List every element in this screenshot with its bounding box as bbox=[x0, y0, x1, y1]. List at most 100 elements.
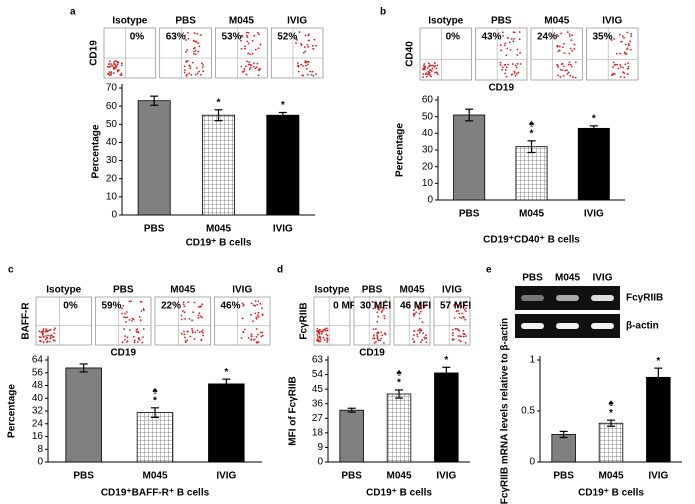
flow-dot bbox=[258, 69, 261, 72]
flow-dot bbox=[413, 330, 416, 332]
flow-dot bbox=[378, 308, 381, 311]
flow-dot bbox=[430, 75, 433, 78]
flow-dot bbox=[255, 318, 258, 320]
flow-dot bbox=[620, 40, 623, 43]
flow-dot bbox=[437, 73, 439, 76]
flow-dot bbox=[126, 316, 129, 319]
flow-dot bbox=[428, 73, 430, 76]
flow-dot bbox=[253, 338, 256, 341]
flow-dot bbox=[305, 64, 307, 67]
flow-dot bbox=[563, 42, 565, 45]
y-tick-label: 60 bbox=[106, 101, 118, 112]
flow-dot bbox=[625, 52, 628, 55]
flow-dot bbox=[422, 304, 425, 307]
flow-dot bbox=[516, 62, 519, 65]
y-axis-label: Percentage bbox=[395, 123, 406, 177]
flow-dot bbox=[463, 308, 466, 311]
flow-dot bbox=[301, 65, 304, 67]
flow-dot bbox=[518, 38, 521, 41]
y-tick-label: 50 bbox=[106, 119, 118, 130]
flow-dot bbox=[320, 330, 322, 333]
y-tick-label: 63 bbox=[312, 355, 324, 366]
x-tick-label: PBS bbox=[144, 224, 165, 235]
significance-marker: * bbox=[530, 128, 534, 139]
flow-dot bbox=[260, 307, 263, 310]
flow-dot bbox=[259, 331, 262, 334]
flow-dot bbox=[108, 60, 111, 63]
flow-dot bbox=[199, 34, 202, 36]
flow-dot bbox=[375, 304, 378, 307]
significance-marker: * bbox=[444, 355, 448, 366]
y-tick-label: 40 bbox=[32, 393, 44, 404]
flow-dot bbox=[295, 38, 298, 40]
flow-dot bbox=[506, 47, 509, 50]
flow-dot bbox=[184, 39, 187, 41]
flow-dot bbox=[182, 301, 185, 304]
flow-dot bbox=[108, 62, 111, 65]
flow-dot bbox=[241, 302, 244, 305]
flow-dot bbox=[621, 35, 624, 38]
flow-dot bbox=[181, 310, 184, 312]
flow-dot bbox=[244, 47, 246, 50]
flow-dot bbox=[429, 74, 432, 77]
flow-dot bbox=[556, 46, 559, 48]
flow-dot bbox=[311, 44, 314, 47]
flow-dot bbox=[189, 65, 191, 68]
flow-dot bbox=[556, 34, 558, 36]
flow-dot bbox=[120, 64, 123, 67]
flow-dot bbox=[311, 70, 314, 73]
flow-dot bbox=[571, 34, 574, 37]
flow-dot bbox=[256, 314, 259, 317]
flow-dot bbox=[244, 45, 246, 48]
flow-dot bbox=[624, 63, 627, 66]
flow-dot bbox=[128, 319, 131, 321]
flow-dot bbox=[569, 47, 572, 50]
flow-dot bbox=[321, 331, 324, 333]
flow-dot bbox=[129, 329, 131, 331]
flow-dot bbox=[313, 38, 316, 41]
flow-dot bbox=[316, 327, 319, 330]
significance-marker: ♠ bbox=[396, 368, 402, 379]
flow-dot bbox=[381, 306, 384, 309]
flow-dot bbox=[256, 303, 259, 306]
flow-dot bbox=[194, 53, 197, 56]
gate-name: Isotype bbox=[314, 285, 349, 296]
flow-dot bbox=[243, 328, 246, 331]
flow-dot bbox=[197, 42, 200, 45]
flow-dot bbox=[377, 331, 379, 333]
flow-dot bbox=[190, 74, 193, 76]
flow-dot bbox=[241, 317, 244, 320]
flow-dot bbox=[309, 70, 311, 73]
flow-dot bbox=[120, 72, 123, 75]
flow-dot bbox=[312, 75, 315, 77]
flow-dot bbox=[319, 340, 322, 343]
flow-dot bbox=[457, 328, 459, 331]
x-axis-title: CD19⁺BAFF-R⁺ B cells bbox=[101, 488, 210, 499]
flow-dot bbox=[122, 316, 125, 318]
flow-dot bbox=[452, 338, 455, 341]
flow-dot bbox=[505, 66, 508, 69]
flow-dot bbox=[256, 31, 259, 34]
flow-dot bbox=[376, 311, 379, 314]
flow-dot bbox=[257, 315, 260, 318]
flow-dot bbox=[566, 69, 568, 72]
flow-dot bbox=[464, 301, 467, 304]
flow-dot bbox=[325, 333, 328, 336]
flow-dot bbox=[193, 32, 196, 35]
flow-dot bbox=[254, 67, 257, 70]
flow-dot bbox=[194, 49, 197, 52]
flow-dot bbox=[257, 311, 260, 314]
flow-dot bbox=[380, 331, 382, 334]
flow-dot bbox=[465, 307, 468, 309]
flow-dot bbox=[295, 36, 298, 39]
flow-dot bbox=[112, 72, 115, 74]
flow-plot bbox=[586, 27, 639, 81]
flow-dot bbox=[425, 75, 428, 78]
flow-dot bbox=[314, 73, 317, 76]
y-tick-label: 36 bbox=[312, 398, 324, 409]
flow-dot bbox=[557, 35, 559, 38]
flow-plot bbox=[35, 296, 92, 346]
flow-dot bbox=[312, 47, 315, 50]
flow-dot bbox=[197, 50, 200, 53]
flow-dot bbox=[420, 329, 423, 332]
